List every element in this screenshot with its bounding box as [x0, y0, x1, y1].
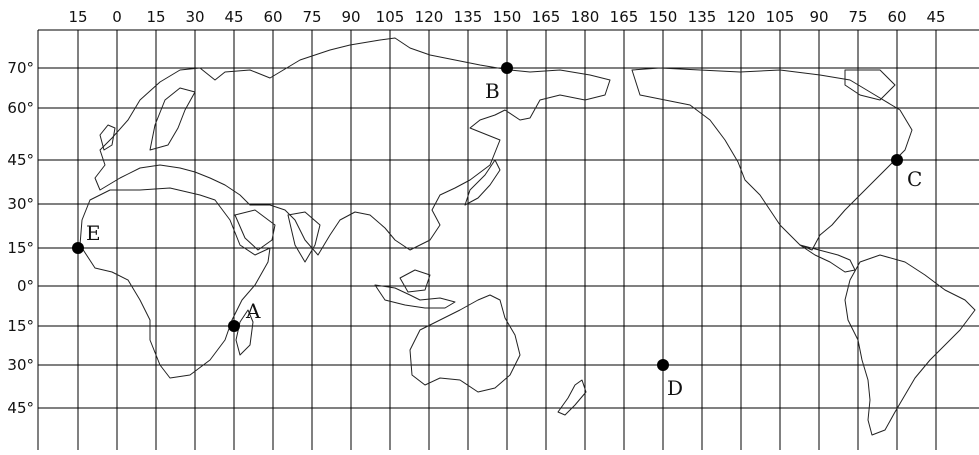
latitude-label: 30° — [7, 195, 34, 213]
coastline-australia — [409, 294, 521, 393]
graticule — [37, 29, 979, 450]
point-marker-d — [657, 359, 669, 371]
longitude-label: 60 — [887, 8, 906, 26]
latitude-label: 15° — [7, 239, 34, 257]
point-label-c: C — [907, 167, 922, 191]
longitude-label: 15 — [146, 8, 165, 26]
longitude-label: 120 — [415, 8, 444, 26]
longitude-label: 180 — [571, 8, 600, 26]
map-points: A B C D E — [72, 62, 922, 400]
coastline-india — [287, 211, 321, 263]
coastline-borneo — [399, 269, 431, 293]
longitude-label: 90 — [341, 8, 360, 26]
coastline-africa — [79, 187, 271, 379]
longitude-label: 150 — [493, 8, 522, 26]
longitude-label: 105 — [376, 8, 405, 26]
latitude-label: 0° — [17, 277, 34, 295]
point-marker-c — [891, 154, 903, 166]
longitude-label: 45 — [926, 8, 945, 26]
latitude-label: 60° — [7, 99, 34, 117]
point-marker-e — [72, 242, 84, 254]
longitude-label: 75 — [302, 8, 321, 26]
map-point-e: E — [72, 221, 101, 254]
longitude-label: 45 — [224, 8, 243, 26]
map-point-a: A — [228, 299, 261, 332]
point-label-b: B — [485, 79, 500, 103]
longitude-label: 165 — [610, 8, 639, 26]
map-point-d: D — [657, 359, 683, 400]
point-marker-a — [228, 320, 240, 332]
longitude-label: 135 — [454, 8, 483, 26]
coastline-britain — [99, 124, 116, 151]
coastline-arabia — [234, 209, 276, 251]
longitude-label: 90 — [809, 8, 828, 26]
coastline-central-america — [799, 244, 856, 273]
longitude-label: 135 — [688, 8, 717, 26]
point-label-a: A — [245, 299, 261, 323]
longitude-label: 105 — [766, 8, 795, 26]
longitude-label: 150 — [649, 8, 678, 26]
map-point-b: B — [485, 62, 513, 103]
coastline-new-zealand — [557, 379, 587, 416]
longitude-label: 165 — [532, 8, 561, 26]
coastline-japan — [464, 159, 501, 206]
point-marker-b — [501, 62, 513, 74]
coastline-scandinavia — [149, 87, 196, 151]
longitude-labels: 15 0 15 30 45 60 75 90 105 120 135 150 165 180 165 150 1… — [68, 8, 945, 26]
map-point-c: C — [891, 154, 922, 191]
coastline-north-america — [631, 67, 913, 251]
latitude-label: 70° — [7, 59, 34, 77]
latitude-labels: 70° 60° 45° 30° 15° 0° 15° 30° 45° — [7, 59, 34, 417]
longitude-label: 75 — [848, 8, 867, 26]
latitude-label: 45° — [7, 151, 34, 169]
coastlines — [79, 37, 976, 436]
longitude-label: 0 — [112, 8, 122, 26]
longitude-label: 60 — [263, 8, 282, 26]
coastline-greenland — [844, 69, 896, 101]
latitude-label: 45° — [7, 399, 34, 417]
coastline-south-america — [844, 254, 976, 436]
coastline-indonesia — [374, 284, 456, 309]
point-label-e: E — [86, 221, 101, 245]
coastline-eurasia — [94, 37, 611, 256]
longitude-label: 120 — [727, 8, 756, 26]
longitude-label: 15 — [68, 8, 87, 26]
longitude-label: 30 — [185, 8, 204, 26]
point-label-d: D — [667, 376, 683, 400]
latitude-label: 30° — [7, 356, 34, 374]
coastline-madagascar — [235, 309, 254, 356]
latitude-label: 15° — [7, 317, 34, 335]
